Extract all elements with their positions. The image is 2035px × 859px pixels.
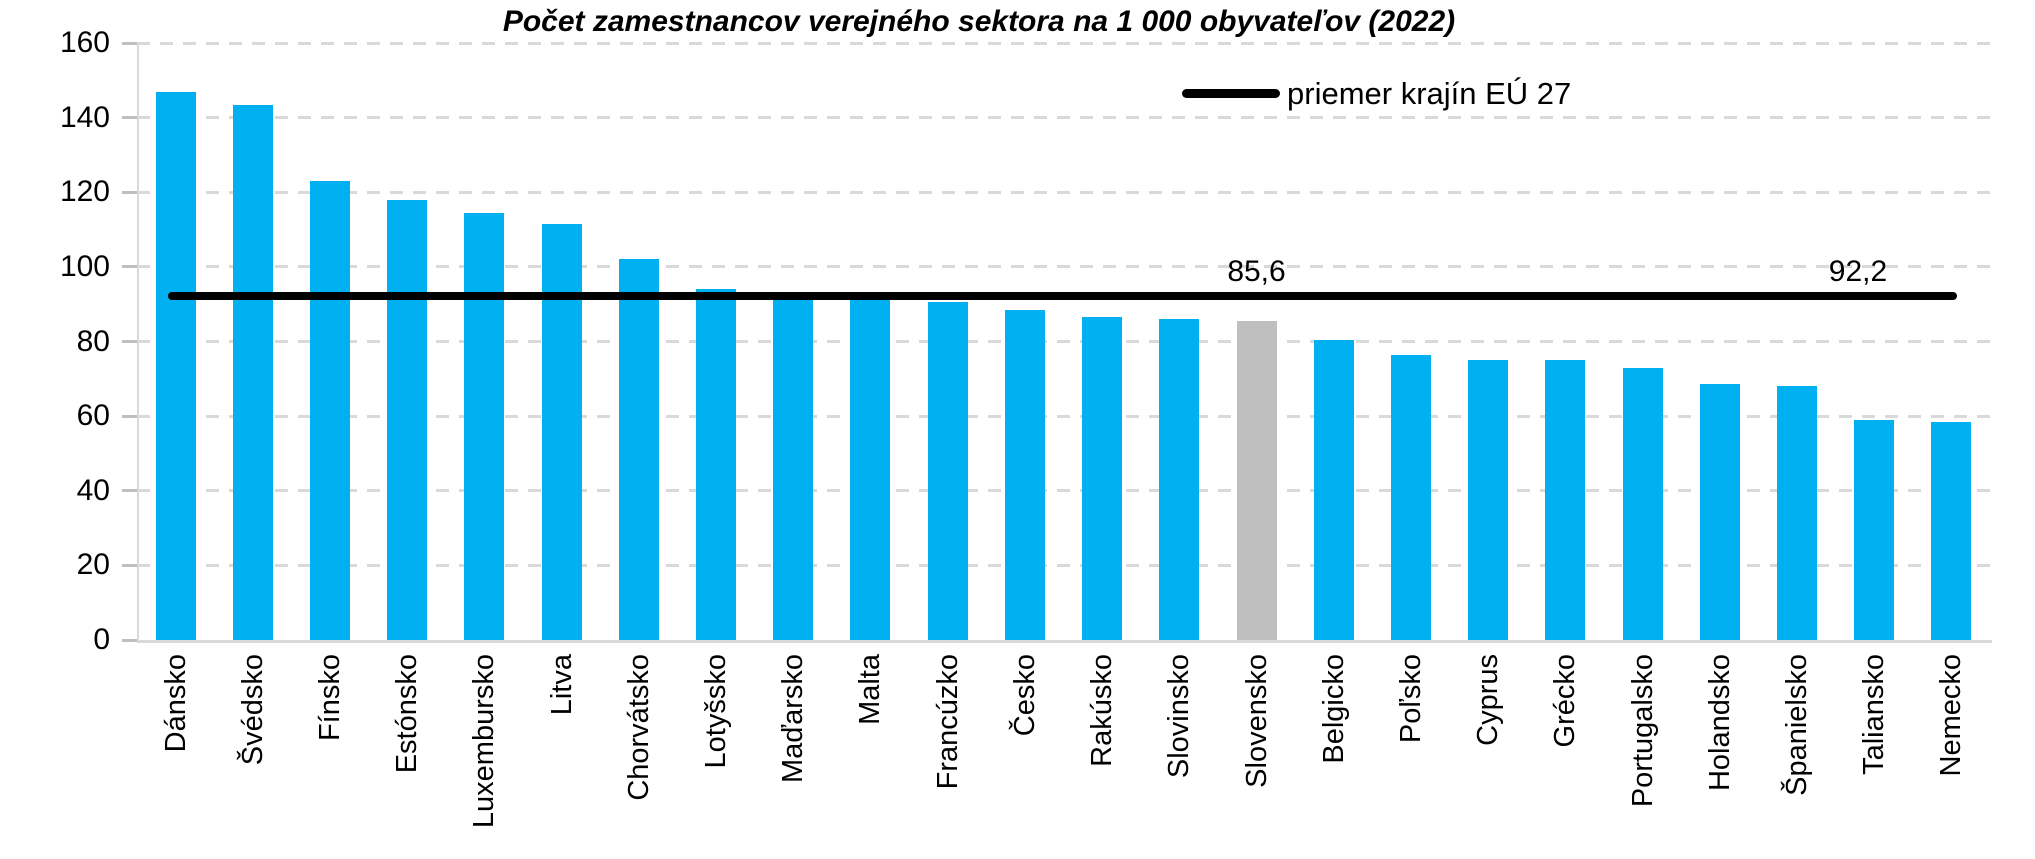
x-axis-label-Litva: Litva [545,654,578,716]
x-axis-label-Luxembursko: Luxembursko [468,654,501,829]
bar-Taliansko [1854,419,1895,640]
gridline-140 [137,116,1990,120]
x-axis-label-Dánsko: Dánsko [159,654,192,753]
y-tick-100 [122,265,137,269]
plot-area [137,43,1992,643]
bar-Nemecko [1931,421,1972,640]
x-axis-label-Taliansko: Taliansko [1858,654,1891,775]
bar-Malta [850,300,891,640]
x-axis-label-Cyprus: Cyprus [1472,654,1505,746]
bar-Slovinsko [1159,319,1200,640]
bar-Estónsko [387,199,428,640]
bar-Švédsko [232,104,273,640]
x-axis-label-Švédsko: Švédsko [236,654,269,766]
y-tick-20 [122,563,137,567]
bar-Fínsko [310,181,351,640]
bar-Luxembursko [464,212,505,640]
y-tick-80 [122,340,137,343]
y-axis-label: 40 [76,473,110,507]
x-axis-label-Holandsko: Holandsko [1703,654,1736,792]
y-tick-160 [122,41,137,45]
bar-Maďarsko [773,300,814,640]
bar-Dánsko [155,91,196,640]
chart-title: Počet zamestnancov verejného sektora na … [502,5,1456,38]
y-tick-120 [122,190,137,194]
gridline-100 [137,265,1990,269]
y-axis-label: 60 [76,399,110,433]
x-axis-label-Maďarsko: Maďarsko [777,654,810,784]
y-tick-40 [122,489,137,493]
x-axis-label-Chorvátsko: Chorvátsko [622,654,655,801]
bar-Rakúsko [1082,317,1123,640]
x-axis-label-Slovensko: Slovensko [1240,654,1273,788]
y-axis-label: 140 [59,100,110,134]
bar-Belgicko [1313,339,1354,640]
bar-Španielsko [1776,386,1817,640]
y-axis-label: 160 [59,26,110,59]
gridline-20 [137,563,1990,567]
x-axis-label-Rakúsko: Rakúsko [1086,654,1119,767]
bar-Francúzko [927,302,968,640]
bar-Litva [541,223,582,640]
bar-Lotyšsko [696,289,737,640]
bar-Česko [1004,309,1045,640]
y-axis-label: 80 [76,324,110,358]
bar-Cyprus [1468,360,1509,640]
x-axis-label-Poľsko: Poľsko [1394,654,1427,744]
gridline-120 [137,190,1990,194]
bar-Grécko [1545,360,1586,640]
x-axis-label-Španielsko: Španielsko [1780,654,1813,796]
bar-Poľsko [1390,354,1431,640]
x-axis-label-Francúzko: Francúzko [931,654,964,790]
x-axis-label-Portugalsko: Portugalsko [1626,654,1659,808]
x-axis-label-Česko: Česko [1008,654,1041,737]
x-axis-label-Slovinsko: Slovinsko [1163,654,1196,779]
gridline-160 [137,41,1990,45]
y-tick-140 [122,116,137,120]
y-tick-0 [122,638,137,642]
y-axis-label: 120 [59,175,110,209]
bar-Holandsko [1699,384,1740,640]
average-line-legend-swatch [1182,89,1280,98]
legend-label: priemer krajín EÚ 27 [1287,76,1572,111]
bar-Portugalsko [1622,367,1663,640]
bar-Chorvátsko [618,259,659,640]
y-tick-60 [122,414,137,418]
gridline-40 [137,489,1990,493]
data-label-average-line: 92,2 [1828,254,1888,288]
y-axis-label: 100 [59,249,110,283]
x-axis-label-Fínsko: Fínsko [314,654,347,742]
gridline-60 [137,414,1990,418]
x-axis-label-Belgicko: Belgicko [1317,654,1350,764]
x-axis-label-Grécko: Grécko [1549,654,1582,748]
gridline-80 [137,340,1990,343]
x-axis-label-Estónsko: Estónsko [391,654,424,774]
data-label-Slovensko: 85,6 [1227,254,1286,288]
y-axis-label: 0 [93,623,110,656]
average-line [168,291,1957,300]
bar-Slovensko [1236,320,1277,640]
y-axis-label: 20 [76,548,110,582]
x-axis-label-Malta: Malta [854,654,887,725]
x-axis-label-Nemecko: Nemecko [1935,654,1968,777]
x-axis-label-Lotyšsko: Lotyšsko [700,654,733,769]
